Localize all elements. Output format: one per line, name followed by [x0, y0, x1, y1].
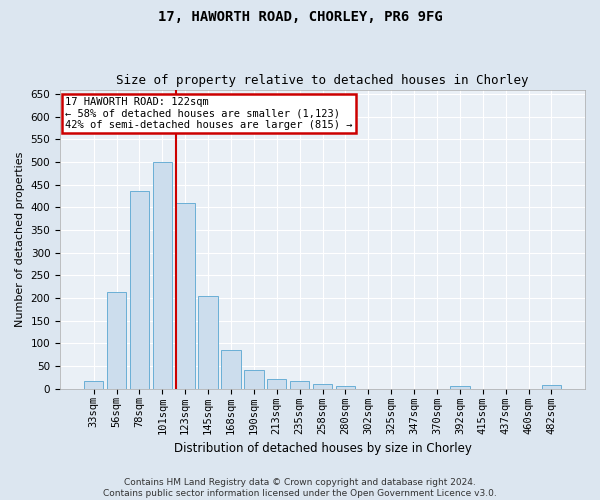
Bar [84, 381, 103, 388]
Bar [130, 192, 149, 388]
Bar [542, 386, 561, 388]
Title: Size of property relative to detached houses in Chorley: Size of property relative to detached ho… [116, 74, 529, 87]
Text: Contains HM Land Registry data © Crown copyright and database right 2024.
Contai: Contains HM Land Registry data © Crown c… [103, 478, 497, 498]
Bar [290, 381, 310, 388]
Bar [152, 162, 172, 388]
Bar [267, 378, 286, 388]
Text: 17 HAWORTH ROAD: 122sqm
← 58% of detached houses are smaller (1,123)
42% of semi: 17 HAWORTH ROAD: 122sqm ← 58% of detache… [65, 97, 353, 130]
Bar [450, 386, 470, 388]
Bar [107, 292, 126, 388]
X-axis label: Distribution of detached houses by size in Chorley: Distribution of detached houses by size … [173, 442, 472, 455]
Bar [175, 203, 195, 388]
Text: 17, HAWORTH ROAD, CHORLEY, PR6 9FG: 17, HAWORTH ROAD, CHORLEY, PR6 9FG [158, 10, 442, 24]
Bar [313, 384, 332, 388]
Bar [199, 296, 218, 388]
Bar [335, 386, 355, 388]
Bar [244, 370, 263, 388]
Y-axis label: Number of detached properties: Number of detached properties [15, 152, 25, 326]
Bar [221, 350, 241, 389]
